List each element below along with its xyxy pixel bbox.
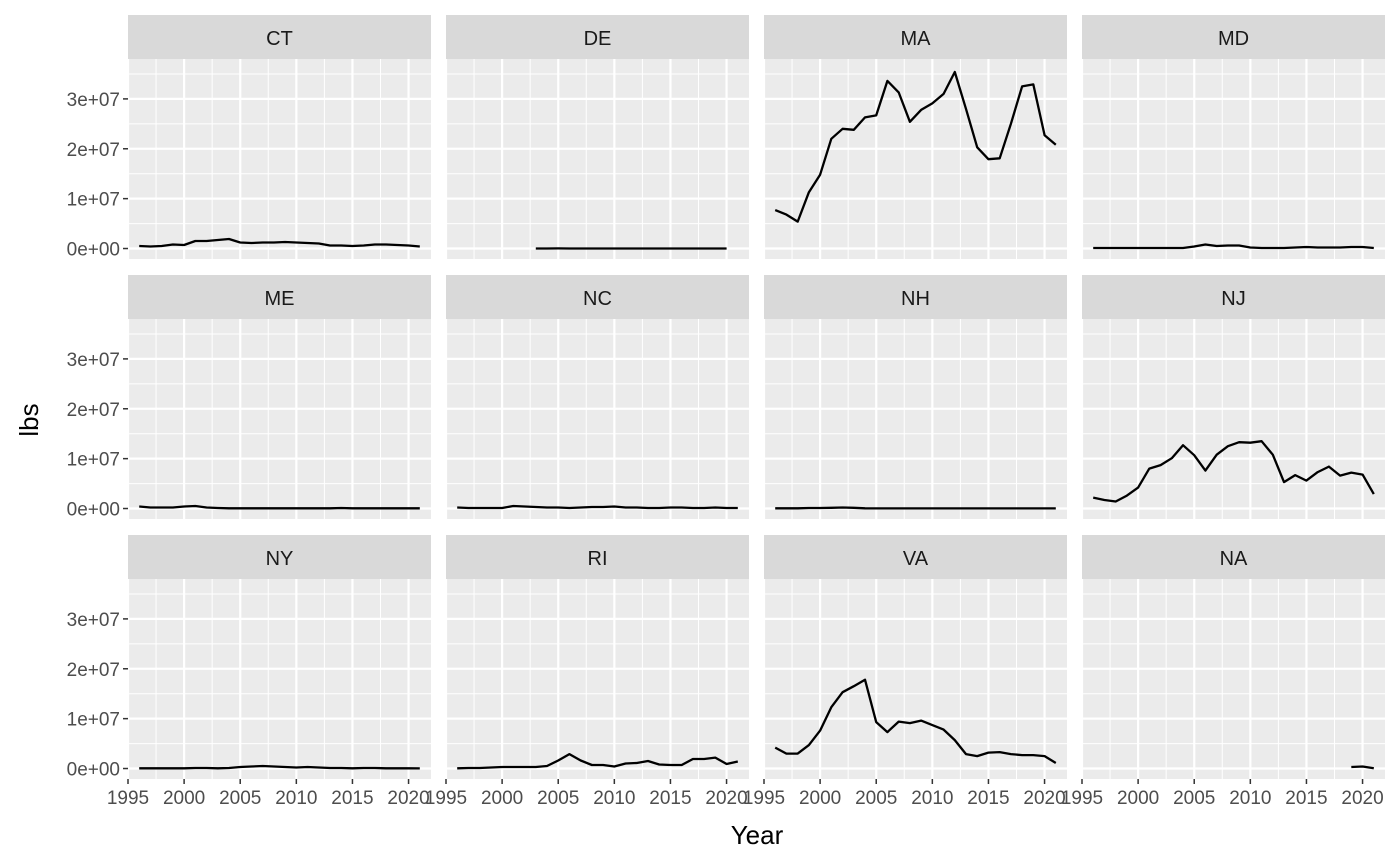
facet-md: MD — [1080, 15, 1385, 259]
x-tick-label: 2000 — [1117, 788, 1159, 809]
facet-strip — [1082, 15, 1385, 59]
x-tick-label: 2005 — [219, 788, 261, 809]
facet-ct: CT 0e+00 1e+07 2e+07 3e+07 — [67, 15, 431, 261]
panel-background — [764, 579, 1067, 779]
panel-background — [128, 319, 431, 519]
x-tick-label: 2010 — [911, 788, 953, 809]
series-line-va — [774, 678, 1057, 764]
facet-strip-label: NY — [266, 548, 294, 570]
facet-ny: NY 0e+00 1e+07 2e+07 3e+07 1995 2000 2005 2010 20… — [67, 535, 431, 809]
x-tick-label: 2015 — [649, 788, 691, 809]
y-tick-label: 1e+07 — [67, 710, 120, 731]
facet-strip — [764, 275, 1067, 319]
facet-na: NA 1995 2000 2005 2010 2015 2020 — [1061, 535, 1385, 809]
facet-strip — [446, 15, 749, 59]
facet-strip-label: NC — [583, 288, 612, 310]
y-tick-label: 2e+07 — [67, 400, 120, 421]
facet-strip — [446, 275, 749, 319]
series-line-nc — [457, 504, 738, 510]
x-tick-label: 2005 — [537, 788, 579, 809]
y-tick-label: 1e+07 — [67, 450, 120, 471]
facet-strip-label: NH — [901, 288, 930, 310]
x-tick-label: 2015 — [967, 788, 1009, 809]
facet-strip-label: RI — [588, 548, 608, 570]
facet-ri: RI 1995 2000 2005 2010 2015 2020 — [425, 535, 749, 809]
facet-nj: NJ — [1080, 275, 1385, 519]
x-tick-label: 1995 — [107, 788, 149, 809]
panel-background — [1082, 319, 1385, 519]
series-line-ri — [457, 752, 739, 770]
panel-background — [446, 579, 749, 779]
y-tick-label: 2e+07 — [67, 140, 120, 161]
x-tick-label: 2020 — [705, 788, 747, 809]
y-tick-label: 3e+07 — [67, 90, 120, 111]
x-tick-label: 2010 — [275, 788, 317, 809]
x-tick-label: 2000 — [163, 788, 205, 809]
x-tick-label: 2005 — [855, 788, 897, 809]
facet-ma: MA — [762, 15, 1067, 259]
y-axis-title: lbs — [14, 403, 44, 436]
x-tick-label: 1995 — [425, 788, 467, 809]
series-line-nj — [1092, 440, 1375, 503]
series-line-md — [1093, 243, 1374, 250]
x-tick-label: 2005 — [1173, 788, 1215, 809]
x-tick-label: 1995 — [743, 788, 785, 809]
facet-strip-label: DE — [584, 28, 612, 50]
panel-background — [764, 319, 1067, 519]
series-line-ct — [139, 237, 420, 248]
x-axis-title: Year — [731, 820, 784, 850]
x-tick-label: 2010 — [593, 788, 635, 809]
facet-strip — [128, 535, 431, 579]
facet-strip — [1082, 535, 1385, 579]
y-tick-label: 1e+07 — [67, 190, 120, 211]
x-tick-label: 1995 — [1061, 788, 1103, 809]
facet-strip-label: ME — [265, 288, 295, 310]
x-tick-label: 2000 — [799, 788, 841, 809]
x-tick-label: 2015 — [331, 788, 373, 809]
facet-strip — [446, 535, 749, 579]
facet-de: DE — [444, 15, 749, 259]
facet-strip — [764, 15, 1067, 59]
facet-strip-label: VA — [903, 548, 929, 570]
series-line-me — [139, 504, 420, 510]
y-tick-label: 0e+00 — [67, 500, 120, 521]
panel-background — [446, 59, 749, 259]
facet-me: ME 0e+00 1e+07 2e+07 3e+07 — [67, 275, 431, 521]
facet-strip — [128, 15, 431, 59]
y-tick-label: 3e+07 — [67, 610, 120, 631]
facet-strip-label: NJ — [1221, 288, 1245, 310]
panel-background — [446, 319, 749, 519]
y-tick-label: 3e+07 — [67, 350, 120, 371]
facet-panels: CT 0e+00 1e+07 2e+07 3e+07 DE MA MD ME 0e+00 1e+07… — [67, 15, 1385, 809]
x-tick-label: 2010 — [1229, 788, 1271, 809]
y-tick-label: 0e+00 — [67, 240, 120, 261]
facet-strip-label: CT — [266, 28, 293, 50]
facet-strip-label: NA — [1220, 548, 1248, 570]
series-line-nh — [775, 506, 1056, 510]
x-tick-label: 2020 — [1023, 788, 1065, 809]
facet-va: VA 1995 2000 2005 2010 2015 2020 — [743, 535, 1067, 809]
x-tick-label: 2000 — [481, 788, 523, 809]
x-tick-label: 2020 — [1341, 788, 1383, 809]
series-line-ny — [139, 764, 420, 770]
panel-background — [1082, 579, 1385, 779]
facet-strip — [764, 535, 1067, 579]
series-line-na — [1351, 765, 1374, 770]
panel-background — [1082, 59, 1385, 259]
x-tick-label: 2020 — [387, 788, 429, 809]
panel-background — [128, 579, 431, 779]
x-tick-label: 2015 — [1285, 788, 1327, 809]
panel-background — [128, 59, 431, 259]
facet-strip-label: MD — [1218, 28, 1249, 50]
facet-strip-label: MA — [901, 28, 932, 50]
facet-nh: NH — [762, 275, 1067, 519]
facet-strip — [128, 275, 431, 319]
series-line-ma — [774, 70, 1057, 223]
facet-strip — [1082, 275, 1385, 319]
facet-nc: NC — [444, 275, 749, 519]
y-tick-label: 0e+00 — [67, 760, 120, 781]
y-tick-label: 2e+07 — [67, 660, 120, 681]
